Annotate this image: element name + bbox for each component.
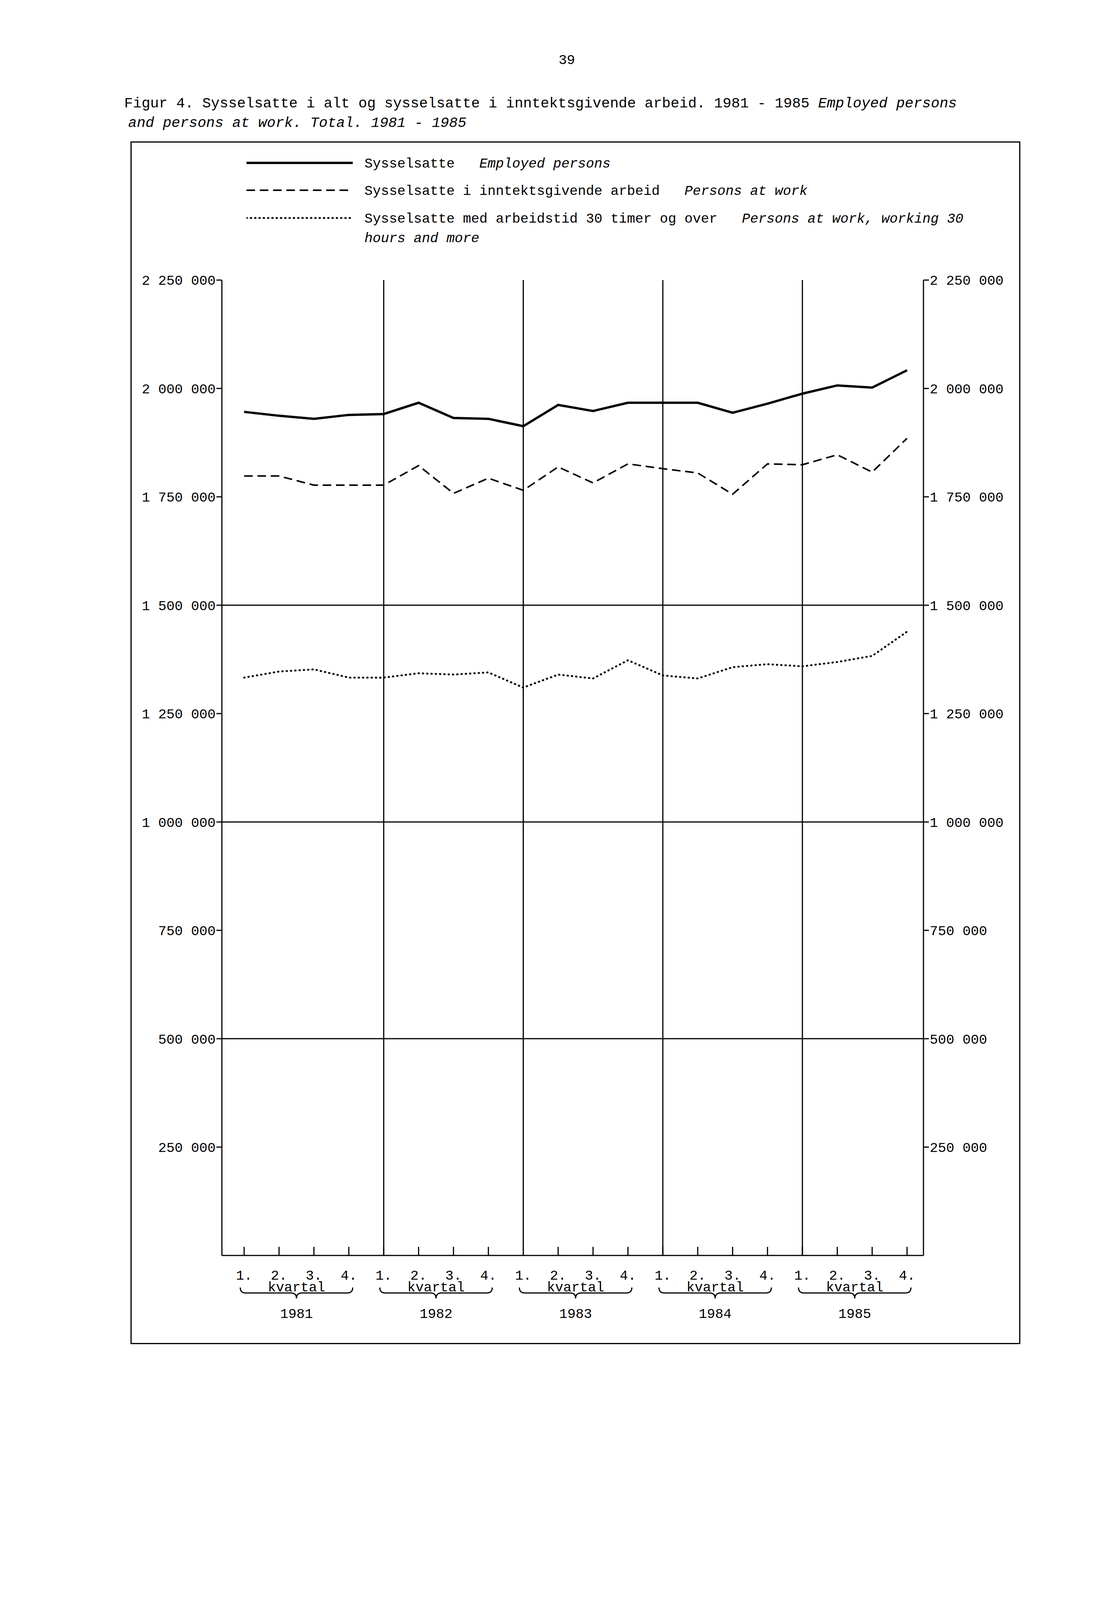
svg-text:1.: 1.: [375, 1268, 392, 1285]
svg-text:1985: 1985: [838, 1306, 872, 1323]
svg-text:500 000: 500 000: [929, 1032, 988, 1049]
svg-text:kvartal: kvartal: [825, 1280, 884, 1296]
svg-text:2 000 000: 2 000 000: [929, 382, 1004, 398]
html-text:Sysselsatte med arbeidstid 30: Sysselsatte med arbeidstid 30 timer og o…: [364, 211, 718, 227]
svg-text:1 000 000: 1 000 000: [141, 815, 216, 832]
svg-text:3.: 3.: [584, 1268, 602, 1285]
svg-text:2.: 2.: [270, 1268, 288, 1285]
svg-text:2 250 000: 2 250 000: [141, 273, 216, 290]
svg-text:1.: 1.: [794, 1268, 811, 1285]
svg-text:1.: 1.: [235, 1268, 253, 1285]
svg-text:500 000: 500 000: [158, 1032, 216, 1049]
html-text:39: 39: [558, 52, 576, 69]
svg-text:kvartal: kvartal: [686, 1280, 744, 1296]
svg-text:1 750 000: 1 750 000: [141, 490, 216, 506]
svg-text:1 750 000: 1 750 000: [929, 490, 1004, 506]
svg-text:4.: 4.: [759, 1268, 776, 1285]
svg-text:2.: 2.: [410, 1268, 427, 1285]
html-text:Persons at work: Persons at work: [684, 183, 808, 200]
html-text:Sysselsatte i inntektsgivende: Sysselsatte i inntektsgivende arbeid: [364, 183, 660, 200]
html-text:Employed persons: Employed persons: [479, 156, 611, 172]
svg-text:1 500 000: 1 500 000: [929, 598, 1004, 615]
svg-text:4.: 4.: [340, 1268, 358, 1285]
svg-text:1981: 1981: [280, 1306, 313, 1323]
svg-text:1982: 1982: [419, 1306, 453, 1323]
svg-text:1 500 000: 1 500 000: [141, 598, 216, 615]
svg-text:kvartal: kvartal: [407, 1280, 465, 1296]
svg-text:1 000 000: 1 000 000: [929, 815, 1004, 832]
svg-text:2 250 000: 2 250 000: [929, 273, 1004, 290]
html-text:and persons at work. Total. 19: and persons at work. Total. 1981 - 1985: [128, 114, 467, 132]
svg-text:250 000: 250 000: [929, 1140, 988, 1157]
html-text:Figur 4. Sysselsatte i alt og: Figur 4. Sysselsatte i alt og sysselsatt…: [124, 95, 810, 112]
svg-text:250 000: 250 000: [158, 1140, 216, 1157]
svg-text:4.: 4.: [480, 1268, 497, 1285]
html-text:Persons at work, working 30 ho: Persons at work, working 30 hours and mo…: [364, 211, 964, 247]
svg-text:1983: 1983: [559, 1306, 592, 1323]
svg-text:2.: 2.: [550, 1268, 567, 1285]
html-text:Sysselsatte: Sysselsatte: [364, 156, 455, 172]
svg-text:2.: 2.: [828, 1268, 846, 1285]
svg-text:750 000: 750 000: [929, 923, 988, 940]
svg-text:3.: 3.: [864, 1268, 881, 1285]
svg-text:kvartal: kvartal: [546, 1280, 605, 1296]
html-text:Employed persons: Employed persons: [818, 95, 957, 112]
svg-text:4.: 4.: [619, 1268, 636, 1285]
svg-text:1 250 000: 1 250 000: [929, 707, 1004, 723]
svg-text:3.: 3.: [724, 1268, 741, 1285]
svg-text:1 250 000: 1 250 000: [141, 707, 216, 723]
svg-text:750 000: 750 000: [158, 923, 216, 940]
svg-text:4.: 4.: [898, 1268, 916, 1285]
svg-text:kvartal: kvartal: [267, 1280, 326, 1296]
svg-text:2 000 000: 2 000 000: [141, 382, 216, 398]
svg-text:1.: 1.: [515, 1268, 532, 1285]
svg-text:3.: 3.: [445, 1268, 462, 1285]
svg-text:1984: 1984: [698, 1306, 732, 1323]
svg-text:2.: 2.: [689, 1268, 706, 1285]
svg-text:1.: 1.: [654, 1268, 672, 1285]
svg-text:3.: 3.: [305, 1268, 323, 1285]
